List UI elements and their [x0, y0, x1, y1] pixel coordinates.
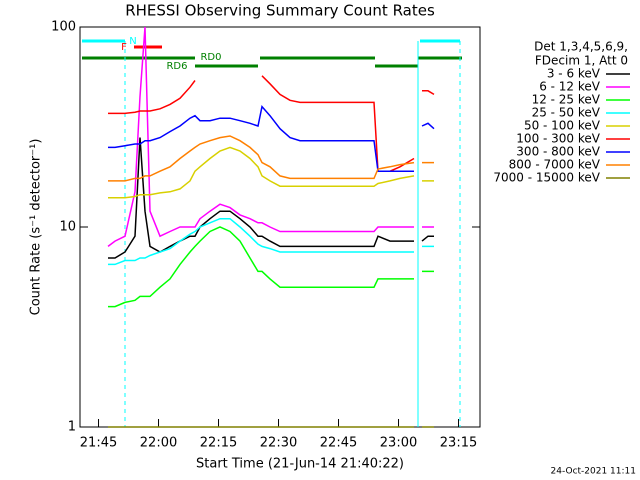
y-tick-label: 1 [68, 420, 76, 435]
legend-label: 50 - 100 keV [524, 119, 601, 133]
legend-label: 12 - 25 keV [532, 93, 601, 107]
legend-label: 6 - 12 keV [539, 80, 601, 94]
series-line [108, 146, 434, 199]
series-line [108, 135, 434, 182]
annotation: RD0 [200, 52, 221, 63]
annotation: N [129, 36, 136, 47]
legend-label: 100 - 300 keV [516, 132, 600, 146]
x-tick-label: 22:00 [140, 436, 177, 451]
annotation: RD6 [166, 61, 187, 72]
x-tick-label: 21:45 [80, 436, 117, 451]
legend-label: 300 - 800 keV [516, 145, 600, 159]
legend-label: 800 - 7000 keV [509, 158, 601, 172]
series-line [108, 75, 435, 172]
y-axis-label: Count Rate (s⁻¹ detector⁻¹) [29, 139, 44, 316]
legend-label: 25 - 50 keV [532, 106, 601, 120]
y-tick-label: 100 [51, 20, 76, 35]
footer: 24-Oct-2021 11:11 [551, 467, 636, 477]
series-line [108, 226, 434, 308]
x-axis-label: Start Time (21-Jun-14 21:40:22) [196, 457, 404, 472]
y-tick-label: 10 [59, 220, 76, 235]
legend-label: 3 - 6 keV [547, 67, 601, 81]
x-tick-label: 22:15 [200, 436, 237, 451]
series-line [108, 217, 434, 266]
x-tick-label: 23:15 [440, 436, 477, 451]
legend-label: 7000 - 15000 keV [493, 171, 600, 185]
legend-header: Det 1,3,4,5,6,9, [534, 40, 628, 54]
series-line [108, 104, 435, 172]
x-tick-label: 22:45 [320, 436, 357, 451]
series-line [107, 26, 434, 247]
annotation: F [121, 42, 127, 53]
series-line [108, 137, 434, 259]
x-tick-label: 23:00 [380, 436, 417, 451]
x-tick-label: 22:30 [260, 436, 297, 451]
legend-header: FDecim 1, Att 0 [535, 54, 628, 68]
chart-title: RHESSI Observing Summary Count Rates [125, 2, 435, 20]
